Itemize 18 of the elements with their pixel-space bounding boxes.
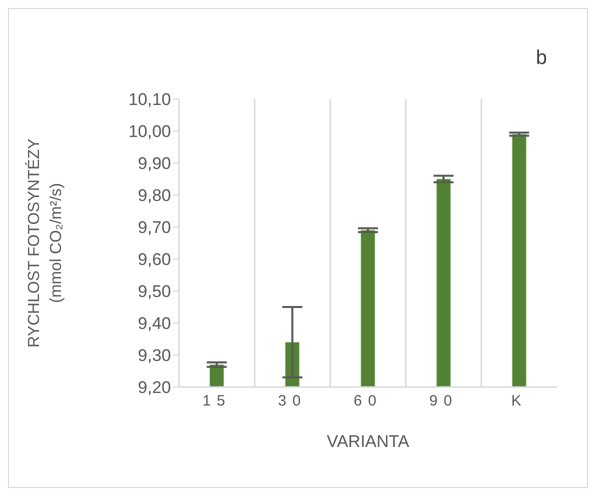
y-tick-label: 9,40 bbox=[138, 314, 171, 334]
y-tick-label: 10,10 bbox=[128, 90, 171, 110]
text: b bbox=[536, 47, 547, 70]
y-tick-label: 9,80 bbox=[138, 186, 171, 206]
y-axis-title: RYCHLOST FOTOSYNTÉZY (mmol CO₂/m²/s) bbox=[25, 138, 65, 348]
y-tick-label: 9,50 bbox=[138, 282, 171, 302]
x-tick-label: 15 bbox=[202, 392, 232, 410]
x-axis-title: VARIANTA bbox=[326, 432, 410, 451]
y-tick-label: 9,30 bbox=[138, 346, 171, 366]
x-tick-label: 30 bbox=[278, 392, 307, 410]
y-tick-label: 9,20 bbox=[138, 378, 171, 398]
y-tick-label: 9,90 bbox=[138, 154, 171, 174]
y-tick-label: 10,00 bbox=[128, 122, 171, 142]
x-tick-label: 60 bbox=[354, 392, 382, 410]
y-tick-label: 9,60 bbox=[138, 250, 171, 270]
x-tick-label: 90 bbox=[429, 392, 458, 410]
x-tick-label: K bbox=[511, 392, 528, 410]
y-tick-label: 9,70 bbox=[138, 218, 171, 238]
